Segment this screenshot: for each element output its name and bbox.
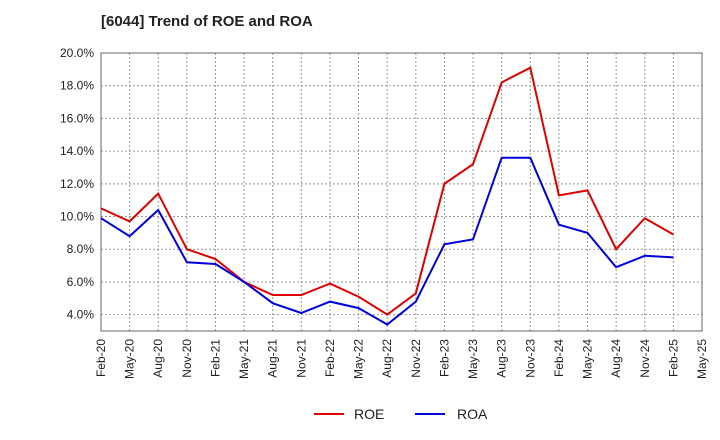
series-lines [100,66,674,326]
y-tick-label: 12.0% [60,177,94,191]
y-tick-label: 6.0% [67,275,95,289]
legend: ROE ROA [314,406,488,422]
x-tick-label: Aug-22 [380,339,394,378]
x-tick-label: Feb-24 [552,339,566,377]
y-tick-label: 10.0% [60,210,94,224]
x-tick-label: Aug-20 [151,339,165,378]
chart-title: [6044] Trend of ROE and ROA [101,13,313,30]
x-tick-label: May-25 [695,339,709,379]
y-tick-label: 18.0% [60,79,94,93]
x-tick-label: Nov-21 [294,339,308,378]
x-tick-label: Aug-23 [495,339,509,378]
x-tick-label: Nov-20 [180,339,194,378]
x-tick-label: Aug-21 [266,339,280,378]
x-tick-label: Feb-22 [323,339,337,377]
x-tick-label: May-20 [123,339,137,379]
y-tick-label: 16.0% [60,111,94,125]
series-line-roe [100,66,674,316]
x-tick-label: Feb-21 [208,339,222,377]
x-tick-label: May-22 [352,339,366,379]
plot-area-border [100,52,703,332]
x-axis-ticks: Feb-20 May-20 Aug-20 Nov-20 Feb-21 May-21 Aug-… [94,339,709,379]
grid [101,53,702,331]
legend-label-roe: ROE [354,406,384,422]
x-tick-label: Feb-20 [94,339,108,377]
x-tick-label: Nov-23 [523,339,537,378]
x-tick-label: May-23 [466,339,480,379]
x-tick-label: Nov-24 [638,339,652,378]
x-tick-label: May-24 [581,339,595,379]
y-tick-label: 8.0% [67,242,95,256]
x-tick-label: Nov-22 [409,339,423,378]
x-tick-label: Feb-25 [666,339,680,377]
series-line-roa [100,156,674,326]
y-axis-ticks: 4.0% 6.0% 8.0% 10.0% 12.0% 14.0% 16.0% 18.0% 20.… [60,46,94,322]
y-tick-label: 14.0% [60,144,94,158]
legend-label-roa: ROA [457,406,488,422]
x-tick-label: Aug-24 [609,339,623,378]
x-tick-label: May-21 [237,339,251,379]
y-tick-label: 4.0% [67,308,95,322]
y-tick-label: 20.0% [60,46,94,60]
x-tick-label: Feb-23 [437,339,451,377]
